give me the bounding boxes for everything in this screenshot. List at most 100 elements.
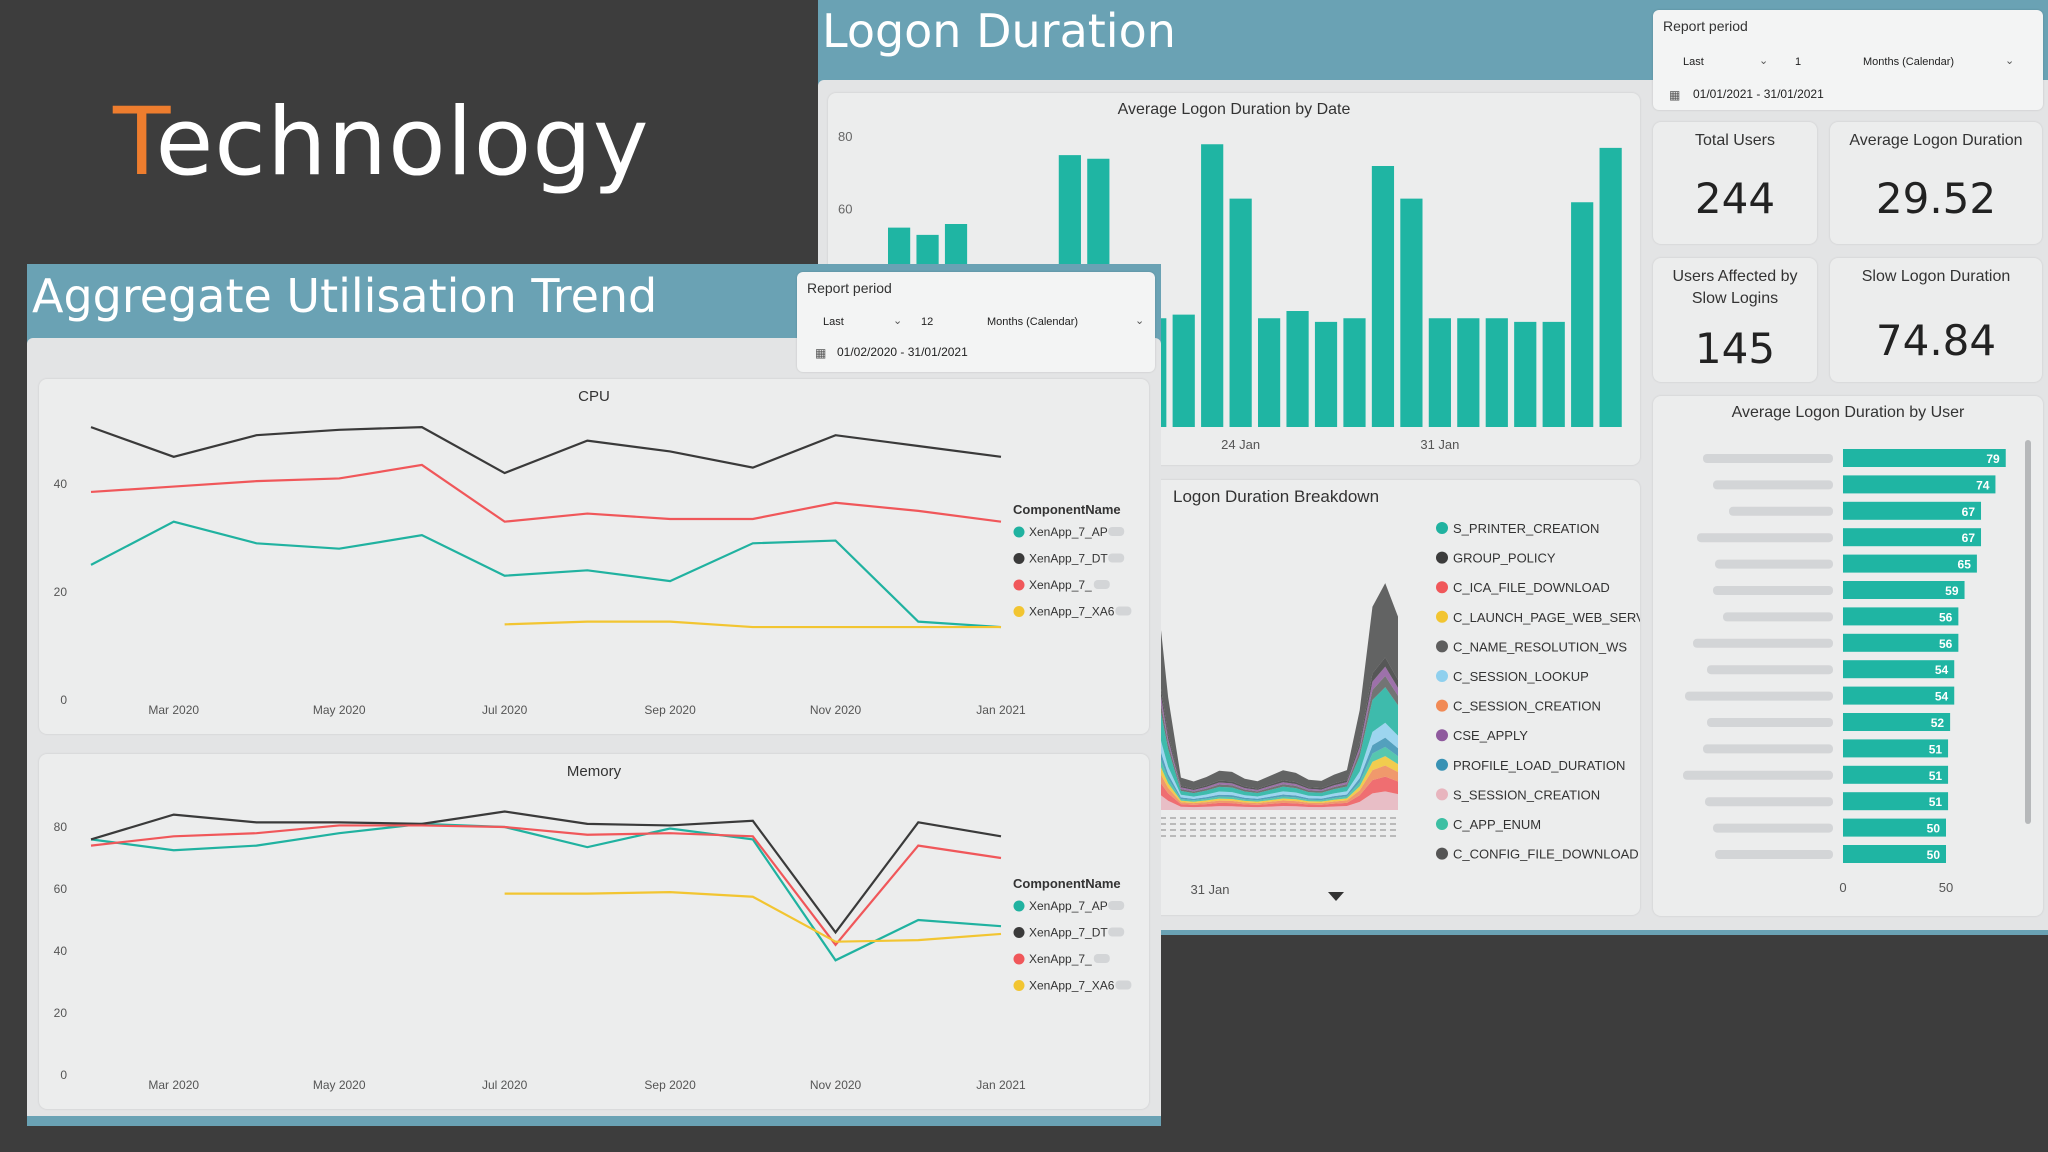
kpi-value: 145 bbox=[1694, 324, 1776, 373]
bar bbox=[1286, 311, 1309, 427]
bar bbox=[1843, 713, 1951, 731]
series-line bbox=[90, 824, 1002, 947]
legend-marker bbox=[1013, 927, 1025, 938]
bar bbox=[1843, 660, 1955, 679]
user-name-label bbox=[1705, 797, 1833, 807]
data-label: 56 bbox=[1939, 637, 1953, 651]
x-tick-label: 0 bbox=[1839, 880, 1846, 895]
user-name-label bbox=[1713, 823, 1833, 833]
period-mode-dropdown[interactable]: Last bbox=[823, 316, 844, 328]
legend-redacted bbox=[1108, 527, 1125, 536]
user-name-label bbox=[1715, 850, 1833, 859]
aggregate-utilisation-report: Aggregate Utilisation Trend Report perio… bbox=[27, 264, 1161, 1126]
legend-label: XenApp_7_AP bbox=[1029, 525, 1108, 539]
legend-label: C_NAME_RESOLUTION_WS bbox=[1453, 639, 1627, 654]
bar bbox=[1843, 528, 1982, 547]
series-line bbox=[504, 620, 1001, 629]
period-unit-dropdown[interactable]: Months (Calendar) bbox=[987, 316, 1079, 328]
area-layer bbox=[900, 732, 1398, 801]
legend-marker bbox=[1436, 847, 1448, 860]
x-tick-label: May 2020 bbox=[313, 1078, 366, 1092]
legend-marker bbox=[1013, 606, 1025, 617]
bar bbox=[1201, 144, 1224, 427]
chart-title: Memory bbox=[567, 763, 622, 780]
period-unit-dropdown[interactable]: Months (Calendar) bbox=[1863, 56, 1955, 68]
legend-label: S_SESSION_CREATION bbox=[1453, 787, 1600, 802]
kpi-slow-logon-duration: Slow Logon Duration 74.84 bbox=[1830, 258, 2042, 382]
kpi-value: 29.52 bbox=[1875, 174, 1997, 223]
x-tick-label: Mar 2020 bbox=[148, 1078, 199, 1092]
user-name-label bbox=[1715, 559, 1833, 569]
series-line bbox=[90, 810, 1002, 935]
bar bbox=[1843, 765, 1949, 784]
bar bbox=[1843, 739, 1949, 758]
kpi-users-affected: Users Affected by Slow Logins 145 bbox=[1653, 258, 1817, 382]
legend-marker bbox=[1436, 788, 1448, 801]
data-label: 52 bbox=[1931, 716, 1945, 730]
bar bbox=[1314, 321, 1338, 427]
legend-label: XenApp_7_XA6 bbox=[1029, 605, 1115, 619]
bar bbox=[1485, 318, 1508, 427]
y-tick-label: 60 bbox=[838, 202, 852, 217]
bar bbox=[1172, 314, 1195, 427]
bar bbox=[1843, 845, 1946, 863]
bar bbox=[1428, 318, 1451, 427]
area-layer bbox=[900, 742, 1398, 802]
bar bbox=[1343, 318, 1366, 427]
legend-title: ComponentName bbox=[1013, 876, 1121, 891]
legend-label: GROUP_POLICY bbox=[1453, 551, 1556, 566]
legend-marker bbox=[1436, 551, 1448, 564]
scrollbar[interactable] bbox=[2025, 440, 2031, 824]
legend-marker bbox=[1436, 581, 1448, 594]
legend-marker bbox=[1436, 640, 1448, 653]
period-count-input[interactable]: 1 bbox=[1795, 56, 1802, 68]
period-mode-dropdown[interactable]: Last bbox=[1683, 56, 1704, 68]
chevron-down-icon[interactable]: ⌄ bbox=[1135, 315, 1145, 327]
user-name-label bbox=[1707, 665, 1833, 675]
kpi-average-logon-duration: Average Logon Duration 29.52 bbox=[1830, 122, 2042, 244]
bar bbox=[1843, 792, 1949, 811]
bar bbox=[1542, 321, 1565, 427]
bar bbox=[1400, 198, 1423, 427]
calendar-icon[interactable]: ▦ bbox=[1669, 88, 1681, 102]
bar bbox=[1843, 686, 1955, 705]
y-tick-label: 20 bbox=[54, 585, 68, 599]
period-count-input[interactable]: 12 bbox=[921, 316, 934, 328]
user-name-label bbox=[1693, 638, 1833, 648]
data-label: 51 bbox=[1929, 795, 1943, 809]
y-tick-label: 60 bbox=[54, 882, 68, 896]
user-name-label bbox=[1703, 744, 1833, 754]
x-tick-label: Mar 2020 bbox=[148, 703, 199, 717]
user-name-label bbox=[1723, 612, 1833, 622]
kpi-value: 244 bbox=[1694, 174, 1776, 223]
bar bbox=[1371, 166, 1395, 427]
legend-marker bbox=[1436, 729, 1448, 742]
chevron-down-icon[interactable]: ⌄ bbox=[2005, 55, 2015, 67]
slide-title: Technology bbox=[113, 88, 650, 197]
legend-marker bbox=[1436, 818, 1448, 830]
calendar-icon[interactable]: ▦ bbox=[815, 346, 827, 360]
legend-redacted bbox=[1115, 980, 1132, 990]
data-label: 50 bbox=[1927, 848, 1941, 862]
legend-marker bbox=[1013, 579, 1025, 591]
chevron-down-icon[interactable]: ⌄ bbox=[893, 315, 903, 327]
data-label: 59 bbox=[1945, 584, 1959, 598]
chevron-down-icon[interactable]: ⌄ bbox=[1759, 55, 1769, 67]
legend-redacted bbox=[1093, 580, 1110, 589]
legend-marker bbox=[1436, 610, 1448, 623]
bar bbox=[1571, 202, 1594, 427]
series-line bbox=[90, 822, 1002, 962]
legend-marker bbox=[1436, 522, 1448, 534]
data-label: 54 bbox=[1935, 690, 1949, 704]
bar bbox=[1843, 633, 1959, 652]
legend-label: XenApp_7_ bbox=[1029, 578, 1092, 592]
legend-label: C_ICA_FILE_DOWNLOAD bbox=[1453, 580, 1610, 595]
report-period-slicer: Report period Last ⌄ 1 Months (Calendar)… bbox=[1653, 10, 2043, 110]
x-tick-label: Jul 2020 bbox=[482, 1078, 528, 1092]
legend-label: XenApp_7_ bbox=[1029, 952, 1092, 966]
legend-label: PROFILE_LOAD_DURATION bbox=[1453, 758, 1625, 773]
y-tick-label: 40 bbox=[54, 944, 68, 958]
x-tick-label: 50 bbox=[1939, 880, 1953, 895]
y-tick-label: 80 bbox=[838, 129, 852, 144]
legend-label: C_LAUNCH_PAGE_WEB_SERVER bbox=[1453, 610, 1640, 625]
